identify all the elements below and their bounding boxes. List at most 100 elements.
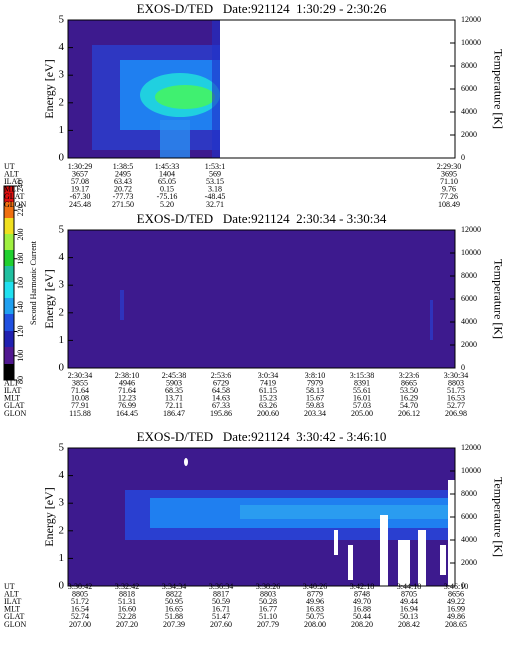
ephemeris-value: 63.43 bbox=[114, 177, 132, 186]
ephemeris-value: 32.71 bbox=[206, 200, 224, 209]
y-tick-label: 0 bbox=[59, 362, 65, 374]
ephemeris-value: 1:30:29 bbox=[68, 162, 92, 171]
y2-tick-label: 6000 bbox=[461, 294, 477, 303]
colorbar-tick-label: 180 bbox=[16, 253, 25, 265]
ephemeris-value: 8822 bbox=[166, 589, 182, 598]
y2-tick-label: 12000 bbox=[461, 443, 481, 452]
ephemeris-label: GLON bbox=[4, 409, 26, 418]
ephemeris-value: 8779 bbox=[307, 589, 323, 598]
ephemeris-value: 50.28 bbox=[259, 597, 277, 606]
colorbar-tick-label: 200 bbox=[16, 229, 25, 241]
ephemeris-value: 569 bbox=[209, 169, 221, 178]
colorbar-tick-label: 100 bbox=[16, 350, 25, 362]
ephemeris-value: 8391 bbox=[354, 378, 370, 387]
ephemeris-value: 7979 bbox=[307, 378, 323, 387]
ephemeris-value: 20.72 bbox=[114, 185, 132, 194]
ephemeris-value: 3695 bbox=[441, 169, 457, 178]
ephemeris-value: 50.59 bbox=[212, 597, 230, 606]
ephemeris-value: 2:38:10 bbox=[115, 371, 139, 380]
ephemeris-value: 19.17 bbox=[71, 185, 89, 194]
ephemeris-value: 3.18 bbox=[208, 185, 222, 194]
ephemeris-label: MLT bbox=[4, 185, 20, 194]
y2-tick-label: 0 bbox=[461, 363, 465, 372]
ephemeris-label: GLON bbox=[4, 620, 26, 629]
ephemeris-value: 16.53 bbox=[447, 394, 465, 403]
ephemeris-label: ALT bbox=[4, 169, 19, 178]
y-tick-label: 0 bbox=[59, 580, 65, 592]
ephemeris-label: GLON bbox=[4, 200, 26, 209]
ephemeris-value: 77.26 bbox=[440, 192, 458, 201]
colorbar-tick-label: 140 bbox=[16, 301, 25, 313]
ephemeris-value: 0.15 bbox=[160, 185, 174, 194]
ephemeris-value: 16.99 bbox=[447, 605, 465, 614]
ephemeris-value: 64.58 bbox=[212, 386, 230, 395]
ephemeris-value: 16.71 bbox=[212, 605, 230, 614]
ephemeris-value: 8817 bbox=[213, 589, 229, 598]
ephemeris-value: 6729 bbox=[213, 378, 229, 387]
ephemeris-value: 65.05 bbox=[158, 177, 176, 186]
y-tick-label: 4 bbox=[59, 469, 65, 481]
ephemeris-label: UT bbox=[4, 371, 15, 380]
ephemeris-value: 58.13 bbox=[306, 386, 324, 395]
y2-axis-label: Temperature [K] bbox=[491, 49, 505, 129]
y2-tick-label: 0 bbox=[461, 581, 465, 590]
ephemeris-label: UT bbox=[4, 582, 15, 591]
ephemeris-value: 2:45:38 bbox=[162, 371, 186, 380]
ephemeris-value: 200.60 bbox=[257, 409, 279, 418]
ephemeris-value: 205.00 bbox=[351, 409, 373, 418]
ephemeris-value: 51.88 bbox=[165, 612, 183, 621]
ephemeris-value: 8748 bbox=[354, 589, 370, 598]
y2-tick-label: 4000 bbox=[461, 107, 477, 116]
ephemeris-value: 16.60 bbox=[118, 605, 136, 614]
ephemeris-value: 8705 bbox=[401, 589, 417, 598]
ephemeris-value: 3:44:18 bbox=[397, 582, 421, 591]
y2-tick-label: 8000 bbox=[461, 489, 477, 498]
spectrogram-image bbox=[68, 20, 220, 158]
ephemeris-value: 16.54 bbox=[71, 605, 89, 614]
y2-tick-label: 12000 bbox=[461, 225, 481, 234]
ephemeris-value: 208.20 bbox=[351, 620, 373, 629]
y2-axis-label: Temperature [K] bbox=[491, 259, 505, 339]
ephemeris-value: 2:53:6 bbox=[211, 371, 231, 380]
ephemeris-value: 3:15:38 bbox=[350, 371, 374, 380]
ephemeris-label: MLT bbox=[4, 605, 20, 614]
ephemeris-value: 3:30:34 bbox=[444, 371, 468, 380]
ephemeris-value: 2:30:34 bbox=[68, 371, 92, 380]
ephemeris-value: 71.64 bbox=[118, 386, 136, 395]
y-tick-label: 0 bbox=[59, 152, 65, 164]
ephemeris-value: 3:0:34 bbox=[258, 371, 278, 380]
colorbar-tick-label: 120 bbox=[16, 326, 25, 338]
ephemeris-value: 67.33 bbox=[212, 401, 230, 410]
ephemeris-value: 203.34 bbox=[304, 409, 326, 418]
colorbar-tick-label: 80 bbox=[16, 376, 25, 384]
ephemeris-value: 207.60 bbox=[210, 620, 232, 629]
y-tick-label: 5 bbox=[59, 14, 65, 26]
y-tick-label: 3 bbox=[59, 69, 65, 81]
ephemeris-value: 59.83 bbox=[306, 401, 324, 410]
ephemeris-value: 51.31 bbox=[118, 597, 136, 606]
y-tick-label: 1 bbox=[59, 552, 65, 564]
ephemeris-value: 53.50 bbox=[400, 386, 418, 395]
ephemeris-value: 1404 bbox=[159, 169, 175, 178]
ephemeris-value: 72.11 bbox=[165, 401, 183, 410]
colorbar-tick-label: 240 bbox=[16, 180, 25, 192]
ephemeris-value: 2:29:30 bbox=[437, 162, 461, 171]
ephemeris-value: 4946 bbox=[119, 378, 135, 387]
colorbar-image bbox=[4, 186, 14, 380]
y2-tick-label: 4000 bbox=[461, 535, 477, 544]
ephemeris-value: 16.29 bbox=[400, 394, 418, 403]
ephemeris-value: 5.20 bbox=[160, 200, 174, 209]
ephemeris-value: 50.75 bbox=[306, 612, 324, 621]
ephemeris-value: 49.22 bbox=[447, 597, 465, 606]
ephemeris-value: 54.70 bbox=[400, 401, 418, 410]
y2-tick-label: 2000 bbox=[461, 558, 477, 567]
ephemeris-value: 77.91 bbox=[71, 401, 89, 410]
ephemeris-value: 7419 bbox=[260, 378, 276, 387]
ephemeris-value: 271.50 bbox=[112, 200, 134, 209]
ephemeris-value: 115.88 bbox=[69, 409, 91, 418]
ephemeris-value: 8656 bbox=[448, 589, 464, 598]
ephemeris-value: 195.86 bbox=[210, 409, 232, 418]
y2-tick-label: 8000 bbox=[461, 271, 477, 280]
ephemeris-value: 50.95 bbox=[165, 597, 183, 606]
ephemeris-value: 3:23:6 bbox=[399, 371, 419, 380]
